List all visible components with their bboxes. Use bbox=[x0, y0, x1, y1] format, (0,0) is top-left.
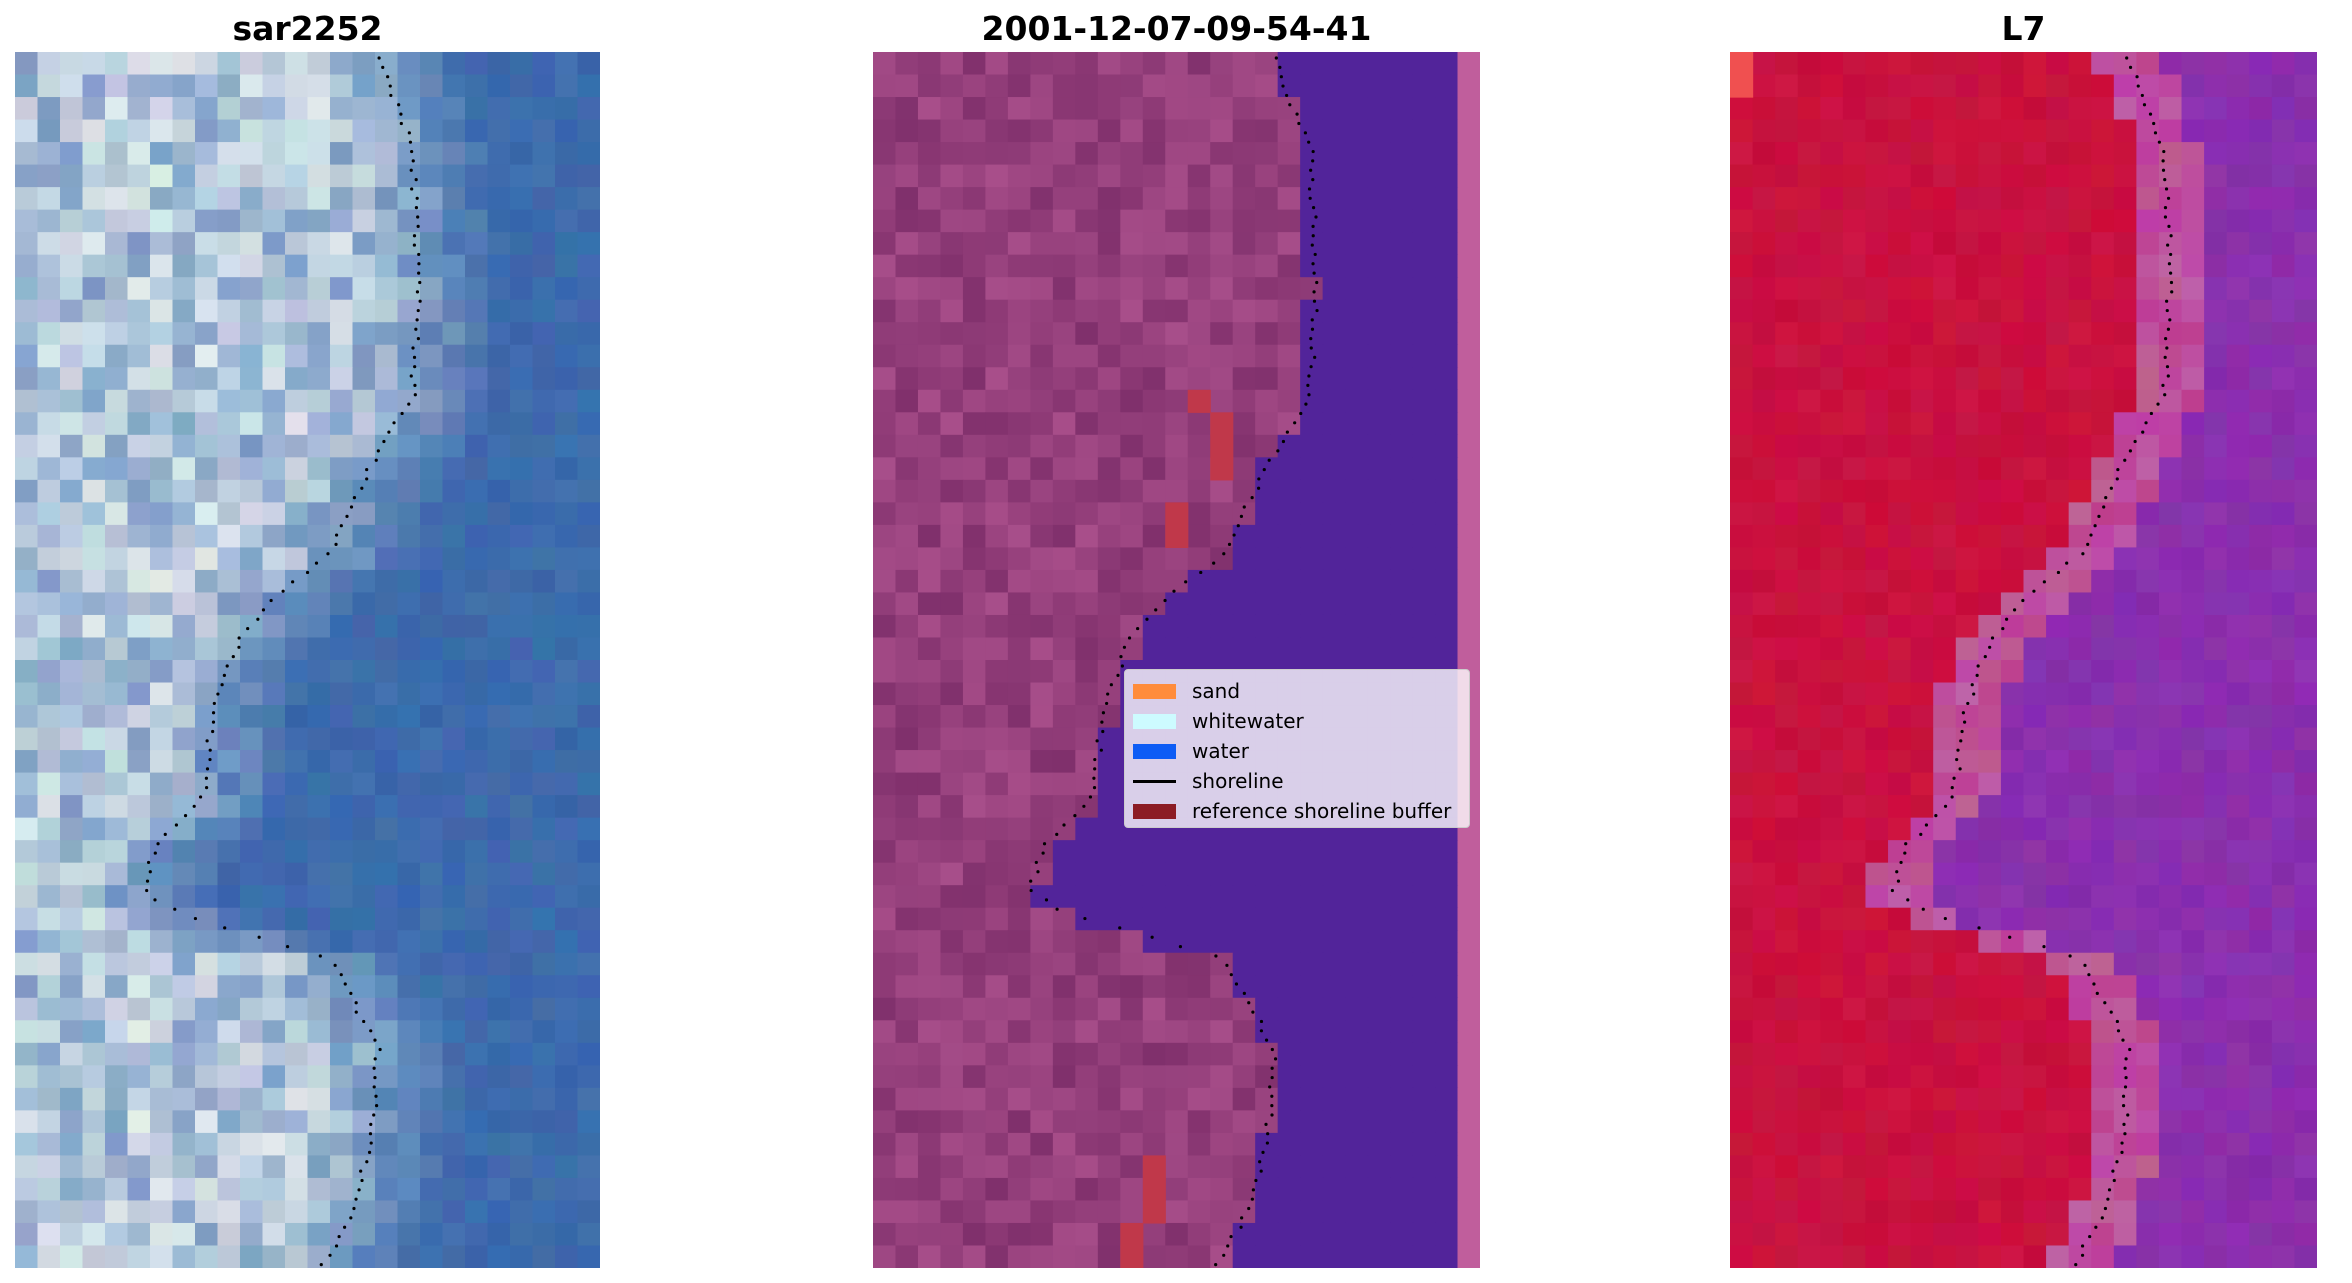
legend-item-shoreline: shoreline bbox=[1133, 766, 1469, 796]
satellite-rgb-image bbox=[15, 52, 600, 1268]
legend-label-whitewater: whitewater bbox=[1192, 709, 1304, 733]
legend-swatch-buffer bbox=[1133, 803, 1176, 819]
legend-label-sand: sand bbox=[1192, 679, 1241, 703]
legend-label-water: water bbox=[1192, 739, 1249, 763]
classified-image bbox=[873, 52, 1480, 1268]
index-image-panel bbox=[1730, 52, 2317, 1268]
legend-item-whitewater: whitewater bbox=[1133, 706, 1469, 736]
legend-swatch-sand bbox=[1133, 683, 1176, 699]
legend-item-sand: sand bbox=[1133, 676, 1469, 706]
legend-label-shoreline: shoreline bbox=[1192, 769, 1284, 793]
index-image bbox=[1730, 52, 2317, 1268]
legend-swatch-whitewater bbox=[1133, 713, 1176, 729]
shoreline-dots bbox=[145, 56, 422, 1267]
satellite-image-panel bbox=[15, 52, 600, 1268]
legend-item-reference-shoreline-buffer: reference shoreline buffer bbox=[1133, 796, 1469, 826]
panel-title-middle: 2001-12-07-09-54-41 bbox=[981, 9, 1372, 48]
legend-item-water: water bbox=[1133, 736, 1469, 766]
legend-line-shoreline bbox=[1133, 779, 1176, 783]
panel-title-left: sar2252 bbox=[232, 9, 383, 48]
legend-swatch-water bbox=[1133, 743, 1176, 759]
legend-label-buffer: reference shoreline buffer bbox=[1192, 799, 1452, 823]
panel-title-right: L7 bbox=[2001, 9, 2046, 48]
shoreline-dots bbox=[1890, 56, 2174, 1267]
shoreline-dots bbox=[1029, 56, 1319, 1267]
legend: sand whitewater water shoreline referenc… bbox=[1124, 669, 1470, 828]
classified-image-panel bbox=[873, 52, 1480, 1268]
